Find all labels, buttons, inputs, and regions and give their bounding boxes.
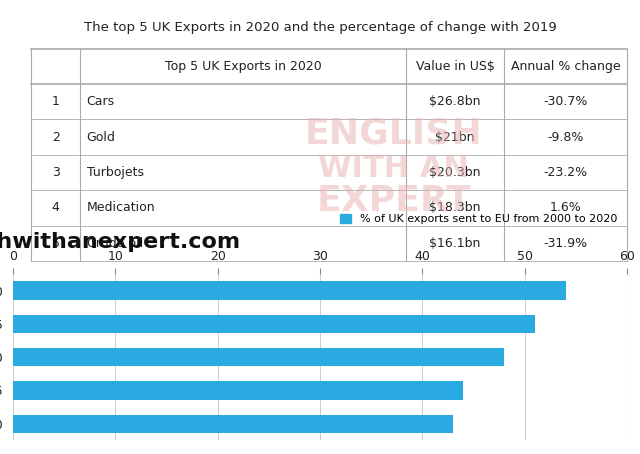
- Bar: [13, 415, 453, 433]
- Text: $26.8bn: $26.8bn: [429, 95, 481, 108]
- Text: Crude oil: Crude oil: [86, 237, 143, 250]
- Text: 2: 2: [52, 131, 60, 143]
- Bar: [13, 281, 566, 300]
- Text: 1: 1: [52, 95, 60, 108]
- Text: -30.7%: -30.7%: [543, 95, 588, 108]
- Bar: [13, 315, 535, 333]
- Text: 5: 5: [52, 237, 60, 250]
- Text: $18.3bn: $18.3bn: [429, 201, 481, 214]
- Text: 1.6%: 1.6%: [550, 201, 582, 214]
- Text: $20.3bn: $20.3bn: [429, 166, 481, 179]
- Text: $16.1bn: $16.1bn: [429, 237, 481, 250]
- Text: -9.8%: -9.8%: [548, 131, 584, 143]
- Text: Englishwithanexpert.com: Englishwithanexpert.com: [0, 232, 240, 252]
- Text: 3: 3: [52, 166, 60, 179]
- Text: $21bn: $21bn: [435, 131, 475, 143]
- Text: Turbojets: Turbojets: [86, 166, 143, 179]
- Text: Gold: Gold: [86, 131, 115, 143]
- Text: -31.9%: -31.9%: [544, 237, 588, 250]
- Text: ENGLISH: ENGLISH: [305, 117, 483, 151]
- Text: -23.2%: -23.2%: [544, 166, 588, 179]
- Bar: [13, 348, 504, 366]
- Text: Value in US$: Value in US$: [416, 60, 495, 73]
- Text: Top 5 UK Exports in 2020: Top 5 UK Exports in 2020: [165, 60, 321, 73]
- Bar: [13, 381, 463, 400]
- Text: Medication: Medication: [86, 201, 155, 214]
- Text: 4: 4: [52, 201, 60, 214]
- Text: Cars: Cars: [86, 95, 115, 108]
- Text: Annual % change: Annual % change: [511, 60, 621, 73]
- Text: The top 5 UK Exports in 2020 and the percentage of change with 2019: The top 5 UK Exports in 2020 and the per…: [84, 21, 556, 34]
- Legend: % of UK exports sent to EU from 2000 to 2020: % of UK exports sent to EU from 2000 to …: [335, 209, 621, 229]
- Text: WITH AN: WITH AN: [318, 154, 469, 183]
- Text: EXPERT: EXPERT: [316, 184, 471, 218]
